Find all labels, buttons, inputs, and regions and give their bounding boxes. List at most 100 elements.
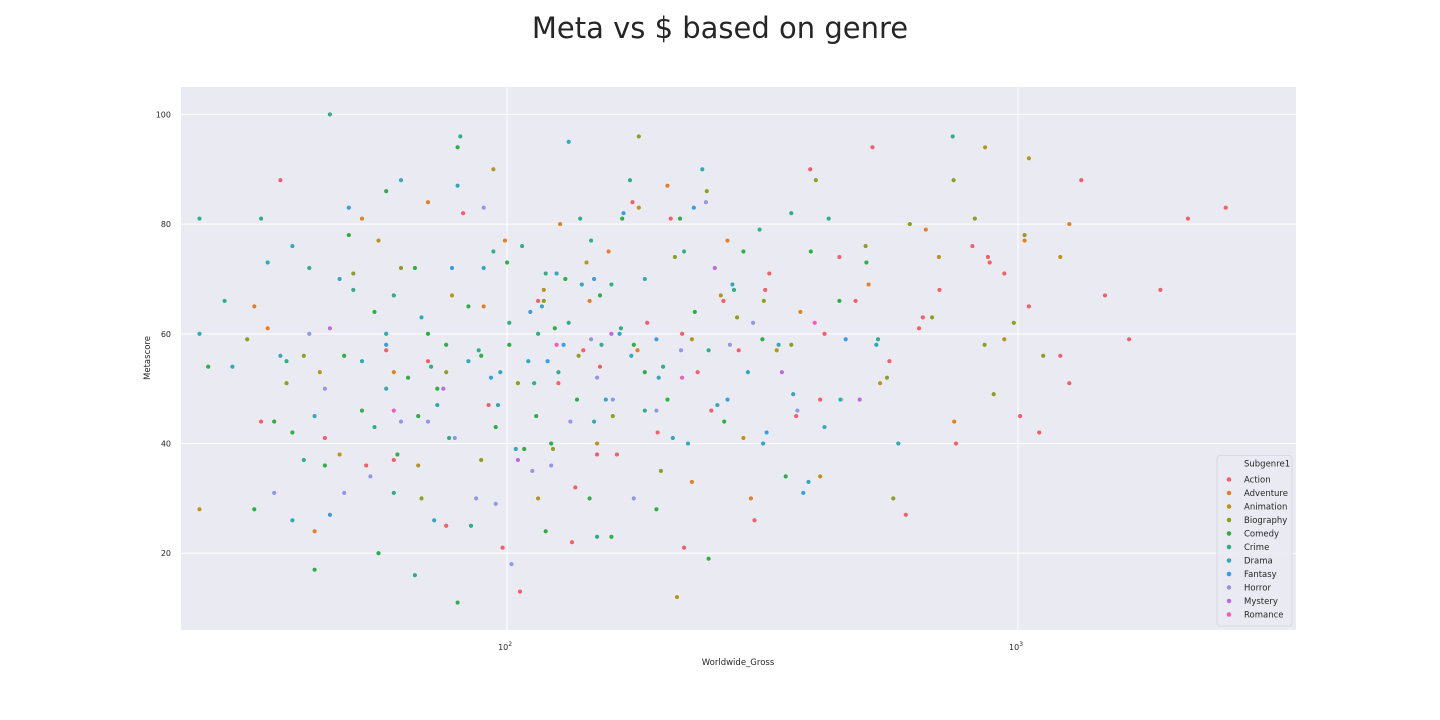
data-point bbox=[560, 342, 567, 348]
data-point bbox=[679, 331, 685, 337]
legend-entry: Drama bbox=[1244, 557, 1273, 567]
data-point bbox=[415, 462, 421, 469]
data-point bbox=[788, 342, 794, 348]
data-point bbox=[953, 440, 959, 447]
data-point bbox=[862, 243, 869, 249]
data-point bbox=[608, 331, 615, 337]
legend-marker bbox=[1226, 571, 1232, 577]
data-point bbox=[761, 298, 767, 304]
data-point bbox=[790, 391, 796, 397]
data-point bbox=[852, 298, 859, 304]
data-point bbox=[548, 462, 554, 469]
data-point bbox=[724, 396, 731, 403]
data-point bbox=[605, 248, 612, 255]
data-point bbox=[756, 226, 763, 233]
data-point bbox=[826, 215, 832, 222]
data-point bbox=[1001, 270, 1007, 277]
data-point bbox=[936, 254, 942, 260]
data-point bbox=[763, 429, 770, 436]
data-point bbox=[800, 490, 806, 496]
data-point bbox=[221, 298, 228, 304]
data-point bbox=[289, 429, 296, 436]
data-point bbox=[205, 364, 211, 370]
legend-marker bbox=[1226, 530, 1232, 537]
data-point bbox=[289, 243, 296, 249]
data-point bbox=[301, 457, 307, 463]
data-point bbox=[642, 407, 648, 414]
data-point bbox=[597, 292, 603, 299]
data-point bbox=[418, 495, 425, 502]
data-point bbox=[513, 446, 519, 452]
data-point bbox=[1036, 429, 1042, 436]
data-point bbox=[251, 303, 257, 310]
data-point bbox=[685, 440, 691, 447]
data-point bbox=[664, 396, 671, 403]
data-point bbox=[454, 183, 461, 189]
data-point bbox=[689, 336, 695, 342]
data-point bbox=[375, 550, 382, 556]
data-point bbox=[692, 309, 698, 315]
data-point bbox=[750, 320, 756, 326]
data-point bbox=[383, 188, 389, 194]
data-point bbox=[812, 320, 818, 326]
data-point bbox=[311, 528, 318, 534]
data-point bbox=[981, 342, 988, 348]
data-point bbox=[972, 215, 978, 222]
data-point bbox=[873, 342, 879, 348]
data-point bbox=[797, 309, 804, 315]
data-point bbox=[391, 292, 397, 299]
data-point bbox=[603, 396, 609, 403]
legend-marker bbox=[1226, 584, 1232, 591]
data-point bbox=[950, 177, 957, 183]
data-point bbox=[311, 567, 318, 573]
data-point bbox=[481, 205, 487, 211]
data-point bbox=[610, 413, 616, 419]
data-point bbox=[982, 144, 988, 150]
y-tick-label: 80 bbox=[161, 220, 171, 229]
y-tick-label: 20 bbox=[161, 549, 171, 558]
data-point bbox=[821, 424, 828, 430]
data-point bbox=[936, 287, 943, 293]
data-point bbox=[907, 221, 913, 227]
data-point bbox=[674, 594, 680, 600]
data-point bbox=[425, 199, 431, 205]
data-point bbox=[367, 473, 374, 480]
data-point bbox=[515, 380, 521, 386]
data-point bbox=[705, 556, 712, 562]
legend: Subgenre1 Action Adventure Animation Biograp… bbox=[1216, 455, 1293, 627]
data-point bbox=[398, 265, 404, 271]
x-tick-label: 102 bbox=[498, 641, 512, 652]
data-point bbox=[920, 314, 926, 321]
data-point bbox=[779, 369, 785, 375]
data-point bbox=[452, 435, 458, 441]
data-point bbox=[794, 407, 801, 414]
data-point bbox=[229, 364, 236, 370]
data-point bbox=[493, 501, 499, 507]
data-point bbox=[529, 468, 535, 474]
data-point bbox=[734, 314, 740, 321]
data-point bbox=[678, 347, 684, 353]
data-point bbox=[642, 276, 648, 282]
data-point bbox=[301, 353, 307, 359]
data-point bbox=[543, 270, 549, 277]
legend-title: Subgenre1 bbox=[1244, 460, 1290, 470]
data-point bbox=[712, 265, 718, 271]
data-point bbox=[569, 539, 575, 545]
data-point bbox=[987, 259, 993, 266]
data-point bbox=[244, 336, 250, 342]
legend-entry: Adventure bbox=[1244, 489, 1288, 499]
data-point bbox=[775, 342, 782, 348]
data-point bbox=[598, 342, 605, 348]
data-point bbox=[531, 380, 537, 386]
data-point bbox=[449, 265, 455, 271]
data-point bbox=[1011, 320, 1017, 326]
data-point bbox=[807, 166, 813, 172]
data-point bbox=[543, 528, 549, 534]
data-point bbox=[837, 396, 844, 403]
legend-entry: Horror bbox=[1244, 584, 1271, 594]
data-point bbox=[653, 336, 660, 342]
data-point bbox=[363, 462, 369, 469]
data-point bbox=[405, 375, 411, 381]
data-point bbox=[327, 325, 333, 331]
